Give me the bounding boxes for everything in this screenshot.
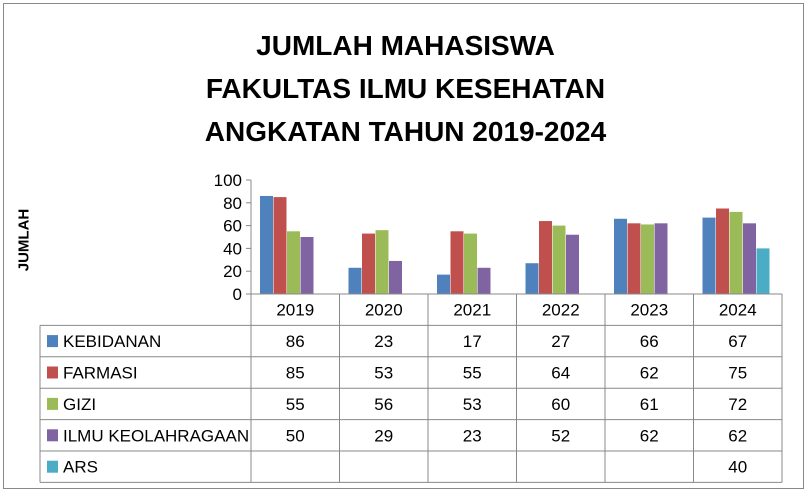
y-tick-label: 80: [223, 194, 242, 213]
x-category-label: 2022: [542, 301, 580, 320]
y-tick-label: 20: [223, 262, 242, 281]
table-value-cell: 53: [374, 364, 393, 383]
bar-farmasi-2022: [539, 221, 552, 294]
table-value-cell: 27: [551, 332, 570, 351]
legend-swatch: [47, 460, 58, 473]
legend-swatch: [47, 366, 58, 379]
table-value-cell: 61: [640, 395, 659, 414]
bar-farmasi-2020: [362, 233, 375, 294]
bar-farmasi-2021: [450, 231, 464, 294]
table-value-cell: 67: [728, 332, 747, 351]
table-value-cell: 50: [286, 426, 305, 445]
table-value-cell: 17: [463, 332, 482, 351]
table-value-cell: 55: [286, 395, 305, 414]
bar-farmasi-2024: [716, 208, 729, 294]
legend-swatch: [47, 397, 58, 410]
bar-kebidanan-2020: [348, 267, 362, 294]
table-value-cell: 23: [463, 426, 482, 445]
table-value-cell: 53: [463, 395, 482, 414]
legend-swatch: [47, 429, 58, 442]
bar-farmasi-2023: [627, 223, 641, 294]
chart-frame: [3, 3, 804, 489]
x-category-label: 2024: [719, 301, 757, 320]
bar-gizi-2024: [729, 211, 743, 294]
table-value-cell: 62: [728, 426, 747, 445]
chart-title-line-2: FAKULTAS ILMU KESEHATAN: [205, 73, 606, 104]
table-value-cell: 52: [551, 426, 570, 445]
bar-gizi-2020: [375, 230, 389, 294]
legend-series-label: GIZI: [63, 395, 96, 414]
table-value-cell: 72: [728, 395, 747, 414]
chart-title-line-1: JUMLAH MAHASISWA: [256, 30, 555, 61]
bar-kebidanan-2021: [437, 274, 450, 294]
table-value-cell: 62: [640, 364, 659, 383]
legend-series-label: FARMASI: [63, 364, 138, 383]
x-category-label: 2021: [453, 301, 491, 320]
bar-farmasi-2019: [273, 197, 287, 294]
table-value-cell: 85: [286, 364, 305, 383]
y-tick-label: 60: [223, 217, 242, 236]
table-value-cell: 56: [374, 395, 393, 414]
bar-kebidanan-2024: [702, 217, 716, 294]
table-value-cell: 75: [728, 364, 747, 383]
bar-ilmu-keolahragaan-2019: [300, 237, 314, 294]
y-tick-label: 40: [223, 239, 242, 258]
x-category-label: 2019: [276, 301, 314, 320]
bar-gizi-2023: [641, 224, 654, 294]
bar-ars-2024: [756, 248, 770, 294]
table-value-cell: 60: [551, 395, 570, 414]
legend-swatch: [47, 335, 58, 348]
bar-ilmu-keolahragaan-2020: [389, 260, 402, 294]
y-tick-label: 0: [233, 285, 242, 304]
chart-title-line-3: ANGKATAN TAHUN 2019-2024: [204, 116, 607, 147]
bar-ilmu-keolahragaan-2021: [477, 267, 491, 294]
bar-ilmu-keolahragaan-2024: [743, 223, 756, 294]
bar-kebidanan-2023: [614, 218, 627, 294]
table-value-cell: 66: [640, 332, 659, 351]
table-value-cell: 55: [463, 364, 482, 383]
bar-kebidanan-2019: [260, 195, 273, 294]
y-tick-label: 100: [214, 171, 242, 190]
bar-kebidanan-2022: [525, 263, 539, 294]
legend-series-label: ILMU KEOLAHRAGAAN: [63, 426, 249, 445]
legend-series-label: KEBIDANAN: [63, 332, 161, 351]
table-value-cell: 86: [286, 332, 305, 351]
table-value-cell: 40: [728, 458, 747, 477]
bar-gizi-2019: [287, 231, 300, 294]
x-category-label: 2023: [630, 301, 668, 320]
bar-ilmu-keolahragaan-2023: [654, 223, 668, 294]
x-category-label: 2020: [365, 301, 403, 320]
table-value-cell: 62: [640, 426, 659, 445]
table-value-cell: 29: [374, 426, 393, 445]
bar-gizi-2021: [464, 233, 477, 294]
bar-gizi-2022: [552, 225, 566, 294]
table-value-cell: 64: [551, 364, 570, 383]
table-value-cell: 23: [374, 332, 393, 351]
legend-series-label: ARS: [63, 458, 98, 477]
bar-ilmu-keolahragaan-2022: [566, 234, 579, 294]
